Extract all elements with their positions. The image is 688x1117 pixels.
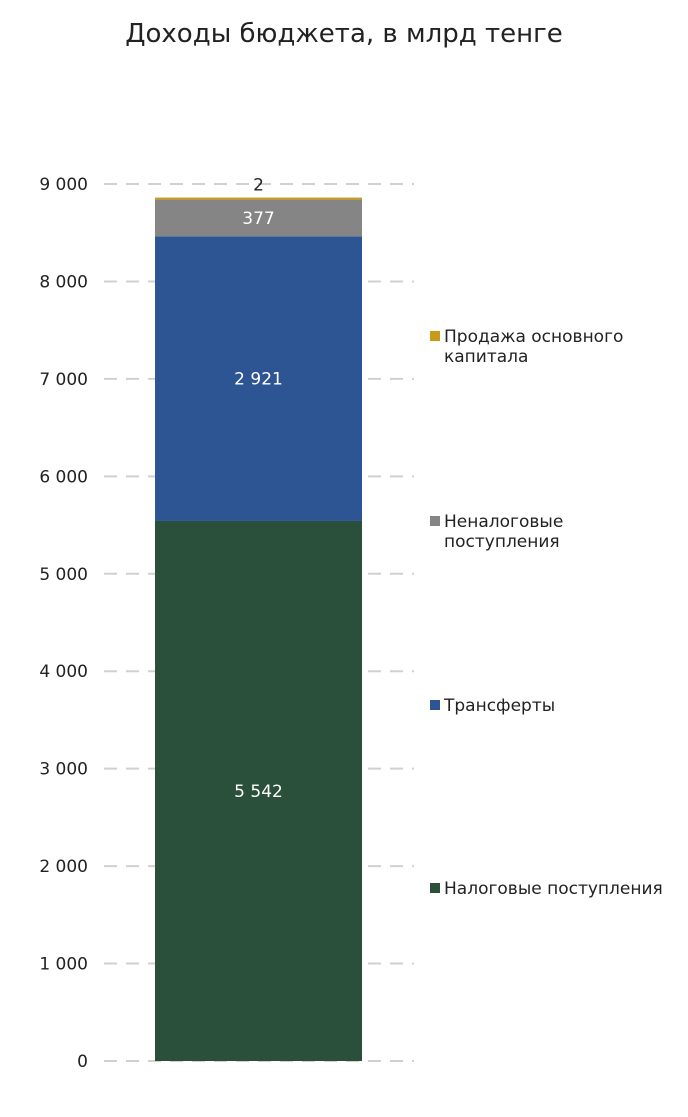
legend-swatch — [430, 883, 440, 893]
data-label: 2 — [253, 175, 264, 195]
y-tick-label: 4 000 — [39, 662, 88, 682]
data-label: 5 542 — [234, 782, 283, 802]
bar-segment — [155, 197, 362, 200]
legend-item: Налоговые поступления — [430, 879, 663, 899]
y-tick-label: 9 000 — [39, 175, 88, 195]
legend-swatch — [430, 516, 440, 526]
y-tick-label: 3 000 — [39, 760, 88, 780]
y-tick-label: 1 000 — [39, 955, 88, 975]
y-tick-label: 2 000 — [39, 857, 88, 877]
legend-swatch — [430, 331, 440, 341]
legend-swatch — [430, 700, 440, 710]
legend-item: Продажа основного капитала — [430, 327, 623, 367]
bar-segment — [155, 520, 362, 1061]
legend-label: Продажа основного капитала — [444, 327, 623, 367]
y-tick-label: 6 000 — [39, 467, 88, 487]
data-label: 2 921 — [234, 370, 283, 390]
y-tick-label: 7 000 — [39, 370, 88, 390]
data-label: 377 — [242, 209, 274, 229]
legend-item: Трансферты — [430, 696, 555, 716]
bar-segment — [155, 199, 362, 237]
stacked-bar — [155, 197, 362, 1061]
legend-item: Неналоговые поступления — [430, 512, 563, 552]
legend: Продажа основного капитала Неналоговые пост… — [430, 327, 663, 899]
legend-label: Неналоговые поступления — [444, 512, 563, 552]
chart-title: Доходы бюджета, в млрд тенге — [125, 19, 563, 49]
y-tick-label: 8 000 — [39, 272, 88, 292]
y-tick-label: 0 — [77, 1052, 88, 1072]
y-axis-tick-labels: 0 1 000 2 000 3 000 4 000 5 000 6 000 7 000 8 00… — [39, 175, 88, 1072]
legend-label: Трансферты — [443, 696, 555, 716]
bar-segment — [155, 236, 362, 521]
y-tick-label: 5 000 — [39, 565, 88, 585]
data-labels: 5 542 2 921 377 2 — [234, 175, 283, 802]
legend-label: Налоговые поступления — [444, 879, 663, 899]
